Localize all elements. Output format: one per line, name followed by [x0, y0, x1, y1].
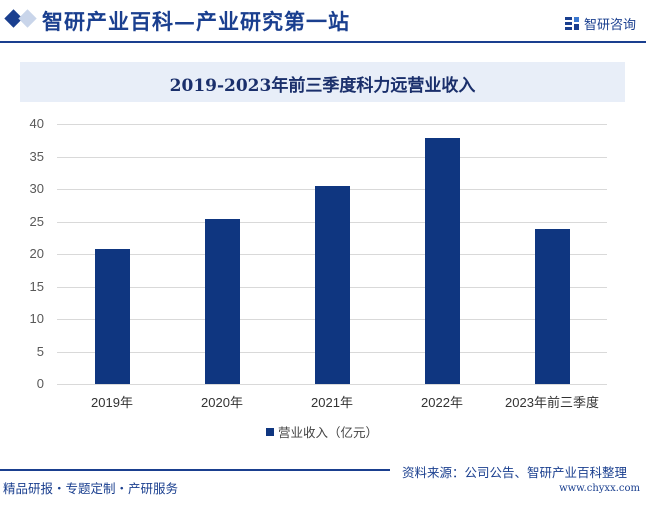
x-tick-label: 2022年: [421, 395, 463, 410]
y-tick-label: 25: [29, 213, 44, 229]
logo-text: 智研咨询: [583, 18, 636, 33]
chart-title: 2019-2023年前三季度科力远营业收入: [169, 76, 476, 96]
legend-swatch: [266, 427, 274, 436]
x-tick-label: 2019年: [91, 395, 133, 410]
x-tick-label: 2023年前三季度: [505, 395, 599, 410]
x-tick-label: 2021年: [311, 395, 353, 410]
y-tick-label: 10: [29, 311, 44, 326]
chart-title-band: 2019-2023年前三季度科力远营业收入: [20, 62, 625, 102]
y-tick-label: 20: [29, 246, 44, 261]
y-tick-label: 35: [29, 148, 44, 164]
gridline: [57, 384, 607, 385]
footer-divider: [0, 469, 390, 471]
gridline: [57, 124, 607, 125]
plot-area: [57, 124, 607, 385]
y-tick-label: 0: [36, 376, 44, 391]
footer-tagline: 精品研报・专题定制・产研服务: [3, 481, 179, 496]
site-title: 智研产业百科—产业研究第一站: [42, 9, 350, 34]
diamond-light-icon: [18, 9, 37, 28]
x-tick-label: 2020年: [201, 395, 243, 410]
header: 智研产业百科—产业研究第一站 智研咨询: [0, 0, 646, 43]
y-tick-label: 15: [29, 278, 44, 294]
legend: 营业收入（亿元）: [266, 422, 378, 441]
y-tick-label: 5: [36, 343, 44, 359]
footer-url: www.chyxx.com: [559, 483, 640, 494]
legend-label: 营业收入（亿元）: [278, 425, 379, 440]
source-note: 资料来源：公司公告、智研产业百科整理: [402, 465, 628, 480]
header-divider: [0, 41, 646, 43]
bar[interactable]: [204, 218, 240, 384]
bar[interactable]: [314, 185, 350, 384]
y-tick-label: 40: [29, 116, 44, 131]
bar[interactable]: [534, 229, 570, 384]
y-tick-label: 30: [29, 181, 44, 196]
bar[interactable]: [94, 248, 130, 384]
bar[interactable]: [424, 138, 460, 384]
gridline: [57, 156, 607, 158]
logo-mark-icon: [564, 17, 579, 30]
logo: 智研咨询: [564, 14, 636, 33]
